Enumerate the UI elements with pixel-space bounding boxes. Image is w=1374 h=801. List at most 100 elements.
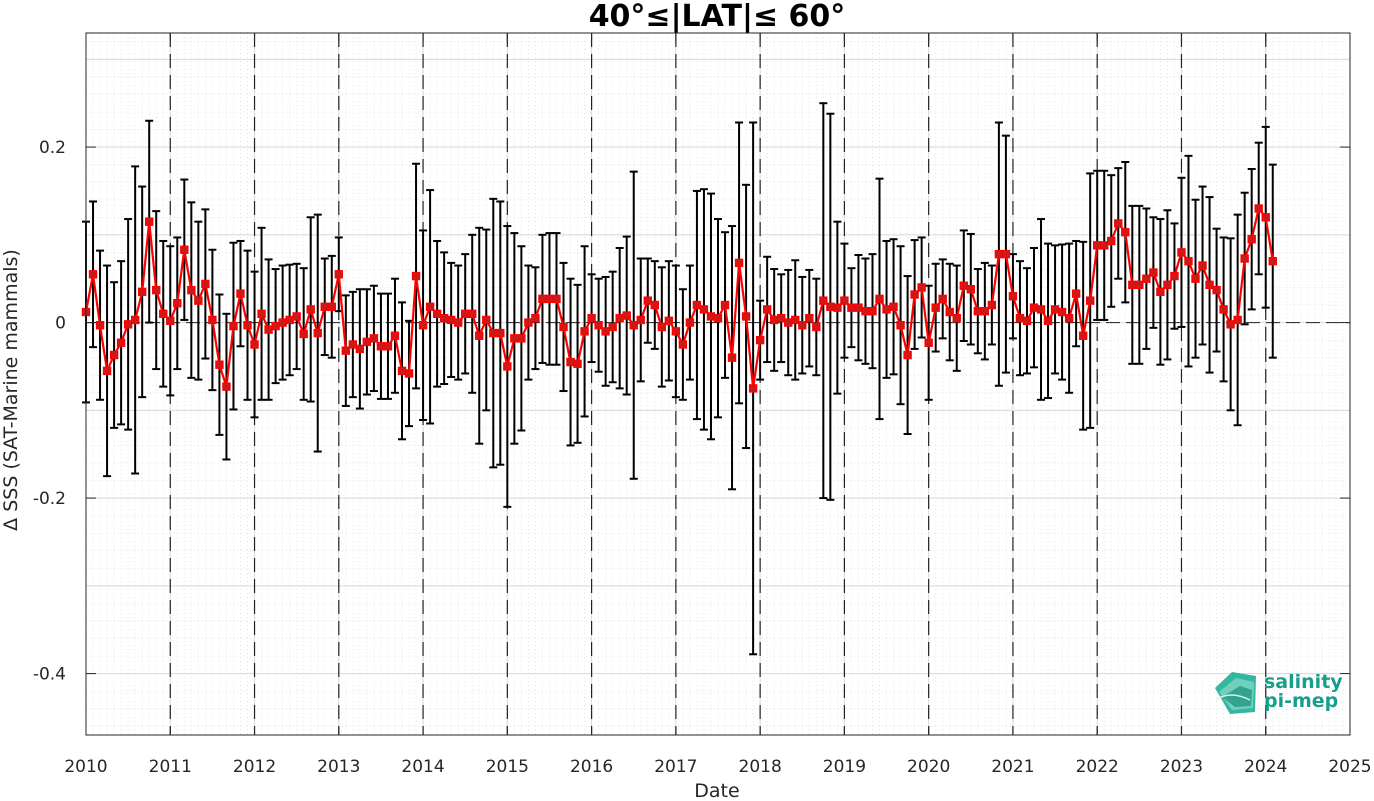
data-point-marker	[208, 315, 217, 325]
data-point-marker	[959, 281, 968, 290]
data-point-marker	[650, 300, 659, 310]
data-point-marker	[987, 300, 997, 310]
data-point-marker	[720, 300, 730, 310]
data-point-marker	[608, 322, 617, 332]
data-point-marker	[819, 296, 828, 305]
data-point-marker	[166, 316, 175, 326]
data-point-marker	[1114, 219, 1123, 228]
logo-wave-icon	[1215, 672, 1256, 714]
axis-ticks	[85, 33, 1351, 735]
data-point-marker	[475, 331, 484, 340]
data-point-marker	[102, 366, 112, 376]
x-tick-label: 2019	[823, 757, 866, 777]
salinity-pi-mep-logo: salinity pi-mep	[1215, 671, 1343, 714]
data-point-marker	[173, 299, 182, 308]
logo-text-line1: salinity	[1264, 671, 1343, 693]
data-point-marker	[222, 382, 231, 391]
data-point-marker	[95, 321, 105, 330]
data-point-marker	[580, 327, 589, 336]
data-point-marker	[194, 296, 203, 305]
data-point-marker	[306, 305, 315, 314]
logo-text-line2: pi-mep	[1264, 690, 1338, 712]
data-point-marker	[1036, 305, 1046, 314]
data-point-marker	[727, 353, 737, 362]
x-tick-label: 2013	[317, 757, 360, 777]
data-point-marker	[1156, 287, 1165, 297]
x-tick-label: 2025	[1328, 757, 1371, 777]
data-point-marker	[896, 321, 905, 330]
data-point-marker	[1198, 261, 1207, 270]
data-point-marker	[917, 283, 926, 292]
x-tick-label: 2015	[486, 757, 529, 777]
data-point-marker	[1029, 303, 1039, 312]
data-point-marker	[1261, 213, 1270, 222]
x-tick-label: 2016	[570, 757, 613, 777]
data-point-marker	[762, 305, 772, 314]
data-point-marker	[432, 309, 442, 318]
data-point-marker	[734, 258, 744, 268]
data-point-marker	[187, 285, 196, 295]
data-point-marker	[826, 302, 835, 311]
data-point-marker	[1107, 236, 1116, 246]
data-point-marker	[629, 321, 638, 330]
data-point-marker	[453, 318, 463, 327]
data-point-marker	[903, 350, 912, 360]
data-point-marker	[418, 321, 428, 330]
data-point-marker	[706, 312, 716, 321]
data-point-marker	[980, 306, 990, 316]
x-tick-label: 2018	[739, 757, 782, 777]
data-point-marker	[587, 313, 596, 323]
data-point-marker	[1092, 241, 1102, 250]
data-point-marker	[545, 294, 554, 304]
y-tick-label: -0.2	[33, 489, 66, 509]
data-point-marker	[805, 313, 814, 323]
data-point-marker	[952, 313, 961, 323]
data-point-marker	[938, 294, 947, 304]
x-tick-label: 2012	[233, 757, 276, 777]
data-point-marker	[538, 294, 547, 304]
data-point-marker	[320, 302, 329, 311]
data-point-marker	[1149, 268, 1158, 277]
data-point-marker	[566, 357, 575, 367]
data-point-marker	[1078, 331, 1088, 340]
data-point-marker	[369, 334, 379, 343]
x-tick-label: 2022	[1076, 757, 1119, 777]
data-point-marker	[531, 313, 540, 323]
data-point-marker	[229, 321, 238, 331]
data-point-marker	[966, 285, 975, 294]
x-tick-label: 2021	[991, 757, 1034, 777]
data-point-marker	[798, 321, 807, 330]
data-point-marker	[1001, 249, 1011, 259]
data-point-marker	[1254, 204, 1263, 213]
data-point-marker	[271, 321, 280, 331]
data-point-marker	[404, 369, 414, 378]
data-point-marker	[741, 312, 751, 321]
data-point-marker	[1085, 296, 1095, 305]
data-point-marker	[159, 309, 168, 318]
data-point-marker	[931, 303, 940, 312]
data-point-marker	[840, 296, 849, 305]
data-point-marker	[664, 316, 674, 326]
data-point-marker	[1219, 305, 1228, 314]
x-tick-label: 2011	[149, 757, 192, 777]
data-point-marker	[243, 321, 252, 330]
data-point-marker	[882, 305, 891, 314]
data-point-marker	[327, 302, 336, 311]
data-point-marker	[1135, 280, 1144, 290]
data-point-marker	[292, 312, 301, 321]
chart-title: 40°≤|LAT|≤ 60°	[589, 0, 846, 34]
data-point-marker	[517, 334, 526, 343]
data-point-marker	[341, 346, 351, 355]
data-point-marker	[362, 337, 372, 347]
y-axis-tick-labels: 0.2 0 -0.2 -0.4	[33, 138, 66, 685]
data-point-marker	[376, 342, 386, 351]
data-point-marker	[791, 315, 800, 325]
data-point-marker	[278, 318, 287, 327]
data-point-marker	[692, 300, 702, 310]
data-point-marker	[236, 289, 245, 298]
data-point-marker	[1191, 274, 1200, 283]
data-point-marker	[1226, 320, 1235, 329]
data-point-marker	[1121, 227, 1130, 237]
data-point-marker	[1100, 241, 1109, 250]
